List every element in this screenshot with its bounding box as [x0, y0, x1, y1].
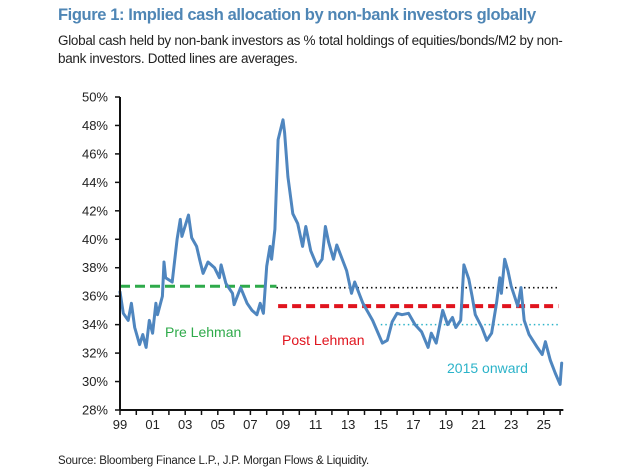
y-tick-label: 32%	[82, 346, 108, 361]
x-tick-label: 19	[439, 417, 453, 432]
y-tick-label: 46%	[82, 146, 108, 161]
cash-allocation-series-line	[118, 118, 564, 386]
annotation-pre-lehman: Pre Lehman	[165, 324, 241, 340]
y-tick-label: 28%	[82, 403, 108, 418]
x-tick-label: 05	[211, 417, 225, 432]
x-tick-label: 15	[374, 417, 388, 432]
x-tick-label: 25	[537, 417, 551, 432]
figure-title: Figure 1: Implied cash allocation by non…	[58, 6, 536, 24]
x-tick-label: 07	[243, 417, 257, 432]
y-tick-label: 34%	[82, 317, 108, 332]
x-tick-label: 99	[113, 417, 127, 432]
x-tick-label: 01	[145, 417, 159, 432]
source-note: Source: Bloomberg Finance L.P., J.P. Mor…	[58, 455, 370, 467]
y-tick-label: 30%	[82, 374, 108, 389]
y-tick-label: 50%	[82, 90, 108, 105]
y-tick-label: 40%	[82, 232, 108, 247]
y-tick-label: 44%	[82, 175, 108, 190]
annotation-2015-onward: 2015 onward	[447, 360, 528, 376]
x-tick-label: 13	[341, 417, 355, 432]
figure-subtitle: Global cash held by non-bank investors a…	[58, 33, 563, 66]
x-tick-label: 03	[178, 417, 192, 432]
y-tick-label: 48%	[82, 118, 108, 133]
x-tick-label: 17	[406, 417, 420, 432]
x-tick-label: 21	[471, 417, 485, 432]
y-tick-label: 42%	[82, 203, 108, 218]
y-tick-label: 38%	[82, 260, 108, 275]
x-tick-label: 23	[504, 417, 518, 432]
x-tick-label: 11	[309, 417, 323, 432]
x-tick-label: 09	[276, 417, 290, 432]
annotation-post-lehman: Post Lehman	[282, 332, 365, 348]
y-tick-label: 36%	[82, 289, 108, 304]
